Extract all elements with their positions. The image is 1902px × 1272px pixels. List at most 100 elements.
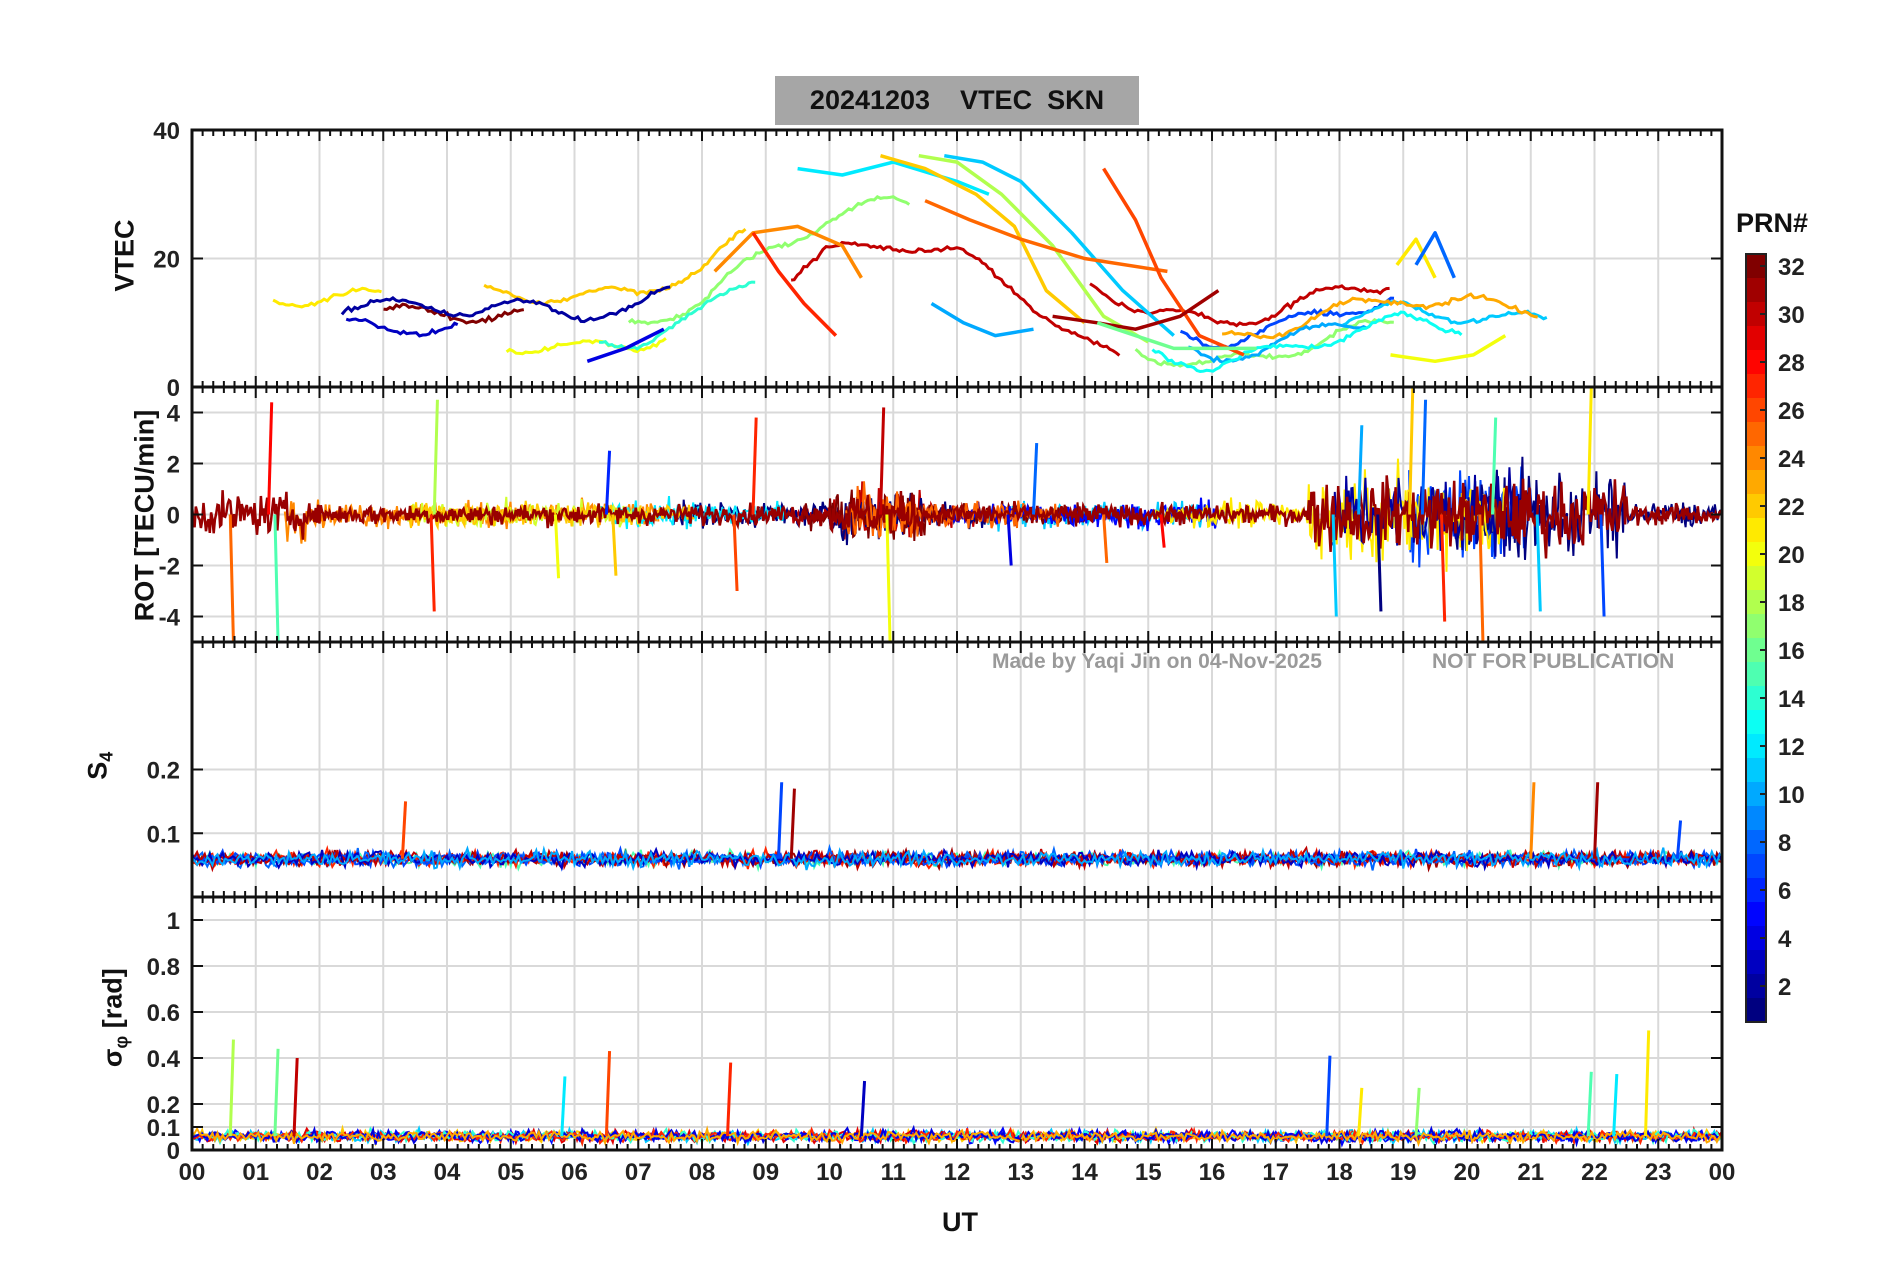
ylabel-rot: ROT [TECU/min] [129,409,160,622]
shared-y-labels: 40 20 0 [153,118,180,402]
x-tick-label: 22 [1581,1159,1608,1186]
spike-mark [429,514,436,612]
spike-mark [1325,1055,1332,1137]
spike-mark [1586,1071,1593,1137]
colorbar-tick-label: 4 [1778,926,1792,953]
x-tick-label: 03 [370,1159,397,1186]
vtec-track [272,286,382,309]
x-tick-label: 06 [561,1159,588,1186]
y-tick-label: 0.1 [147,1115,180,1142]
x-axis: 00 01 02 03 04 05 06 07 08 09 10 11 12 13 14 15 16 17 18 19… [179,1159,1736,1186]
colorbar-tick-label: 18 [1778,590,1805,617]
spike-mark [1491,417,1498,515]
spike-mark [1159,514,1166,548]
author-watermark: Made by Yaqi Jin on 04-Nov-2025 [992,650,1322,673]
spike-mark [1586,387,1593,515]
colorbar-segment [1746,350,1766,375]
colorbar-segment [1746,470,1766,495]
colorbar-segment [1746,638,1766,663]
xlabel-ut: UT [942,1207,978,1237]
colorbar-segment [1746,422,1766,447]
colorbar-segment [1746,902,1766,927]
vtec-track [627,194,911,326]
x-tick-label: 07 [625,1159,652,1186]
x-tick-label: 00 [179,1159,206,1186]
spike-mark [732,514,739,592]
x-tick-label: 15 [1135,1159,1162,1186]
y-tick-label: 0.2 [147,758,180,785]
x-tick-label: 23 [1645,1159,1672,1186]
y-tick-label: 0 [167,375,180,402]
vtec-track [1089,282,1390,328]
spike-mark [1376,514,1383,612]
vtec-track [1052,289,1220,331]
spike-mark [553,514,561,579]
y-tick-label: 0.1 [147,821,180,848]
colorbar-segment [1746,686,1766,711]
spike-mark [859,1080,867,1137]
spike-mark [1644,1030,1651,1137]
vtec-track [944,153,1175,337]
vtec-track [340,285,671,324]
colorbar-segment [1746,614,1766,639]
spike-mark [604,1051,612,1137]
vtec-track [483,227,747,307]
colorbar-tick-label: 8 [1778,830,1791,857]
colorbar-segment [1746,566,1766,591]
spike-mark [560,1076,567,1137]
x-tick-label: 17 [1262,1159,1289,1186]
colorbar-segment [1746,974,1766,999]
data-layer-1 [192,387,1722,642]
data-layer-0 [272,153,1548,374]
colorbar-tick-label: 26 [1778,398,1805,425]
x-tick-label: 21 [1517,1159,1544,1186]
y-tick-label: 4 [167,401,181,428]
x-tick-label: 18 [1326,1159,1353,1186]
x-tick-label: 02 [306,1159,333,1186]
panel-0 [190,128,1724,389]
ylabel-s4: S4 [82,751,117,780]
colorbar-segment [1746,302,1766,327]
colorbar-segment [1746,710,1766,735]
scint-track [192,845,1722,872]
y-tick-label: 20 [153,247,180,274]
colorbar-tick-label: 10 [1778,782,1805,809]
spike-mark [1357,1087,1364,1137]
x-tick-label: 11 [881,1159,906,1186]
y-tick-label: 0.8 [147,954,180,981]
vtec-track [505,337,667,356]
colorbar-segment [1746,254,1766,279]
colorbar-frame [1745,253,1767,1023]
x-tick-label: 14 [1071,1159,1098,1186]
vtec-track [918,153,1150,344]
panel-2: 0.1 0.2 [147,640,1724,899]
vtec-track [1395,237,1437,279]
colorbar-segment [1746,662,1766,687]
y-tick-label: 0.6 [147,1000,180,1027]
x-tick-label: 01 [242,1159,269,1186]
vtec-track [1102,167,1245,357]
y-tick-label: 0.2 [147,1092,180,1119]
spike-mark [1408,387,1415,515]
colorbar-segment [1746,446,1766,471]
vtec-track [751,231,838,337]
vtec-track [1096,321,1257,351]
rot-track [192,475,1722,559]
spike-mark [789,788,796,859]
y-tick-label: 1 [167,908,180,935]
spike-mark [604,450,612,515]
colorbar-tick-label: 22 [1778,494,1805,521]
spike-mark [1102,514,1109,564]
colorbar-segment [1746,590,1766,615]
spike-mark [1414,1087,1421,1137]
spike-mark [777,782,784,859]
x-tick-label: 19 [1390,1159,1417,1186]
spike-mark [400,801,408,859]
spike-mark [273,514,280,642]
vtec-track [790,240,1121,357]
x-tick-label: 05 [497,1159,524,1186]
x-tick-label: 12 [944,1159,971,1186]
colorbar-segment [1746,854,1766,879]
colorbar-tick-label: 28 [1778,350,1805,377]
spike-mark [1440,514,1447,622]
